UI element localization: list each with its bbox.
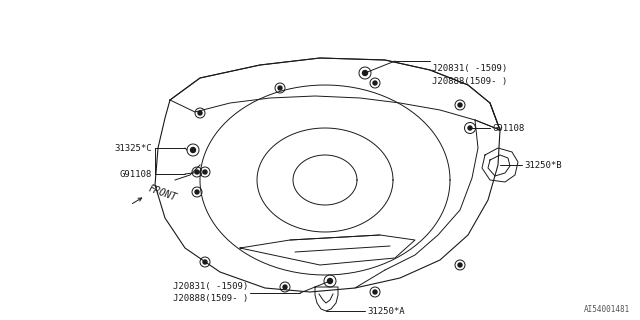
Circle shape bbox=[283, 285, 287, 289]
Text: J20888(1509- ): J20888(1509- ) bbox=[432, 76, 508, 85]
Circle shape bbox=[198, 111, 202, 115]
Circle shape bbox=[278, 86, 282, 90]
Text: 31250*B: 31250*B bbox=[524, 161, 562, 170]
Text: 31325*C: 31325*C bbox=[115, 143, 152, 153]
Circle shape bbox=[203, 170, 207, 174]
Text: G91108: G91108 bbox=[120, 170, 152, 179]
Text: AI54001481: AI54001481 bbox=[584, 305, 630, 314]
Circle shape bbox=[203, 260, 207, 264]
Circle shape bbox=[195, 170, 199, 174]
Circle shape bbox=[191, 148, 195, 153]
Circle shape bbox=[468, 126, 472, 130]
Circle shape bbox=[458, 263, 462, 267]
Text: J20831( -1509): J20831( -1509) bbox=[173, 283, 248, 292]
Text: FRONT: FRONT bbox=[147, 183, 178, 203]
Text: G91108: G91108 bbox=[492, 124, 524, 132]
Circle shape bbox=[373, 290, 377, 294]
Circle shape bbox=[458, 103, 462, 107]
Text: J20888(1509- ): J20888(1509- ) bbox=[173, 294, 248, 303]
Text: J20831( -1509): J20831( -1509) bbox=[432, 63, 508, 73]
Circle shape bbox=[195, 190, 199, 194]
Circle shape bbox=[328, 278, 333, 284]
Circle shape bbox=[373, 81, 377, 85]
Circle shape bbox=[362, 70, 367, 76]
Text: 31250*A: 31250*A bbox=[367, 307, 404, 316]
